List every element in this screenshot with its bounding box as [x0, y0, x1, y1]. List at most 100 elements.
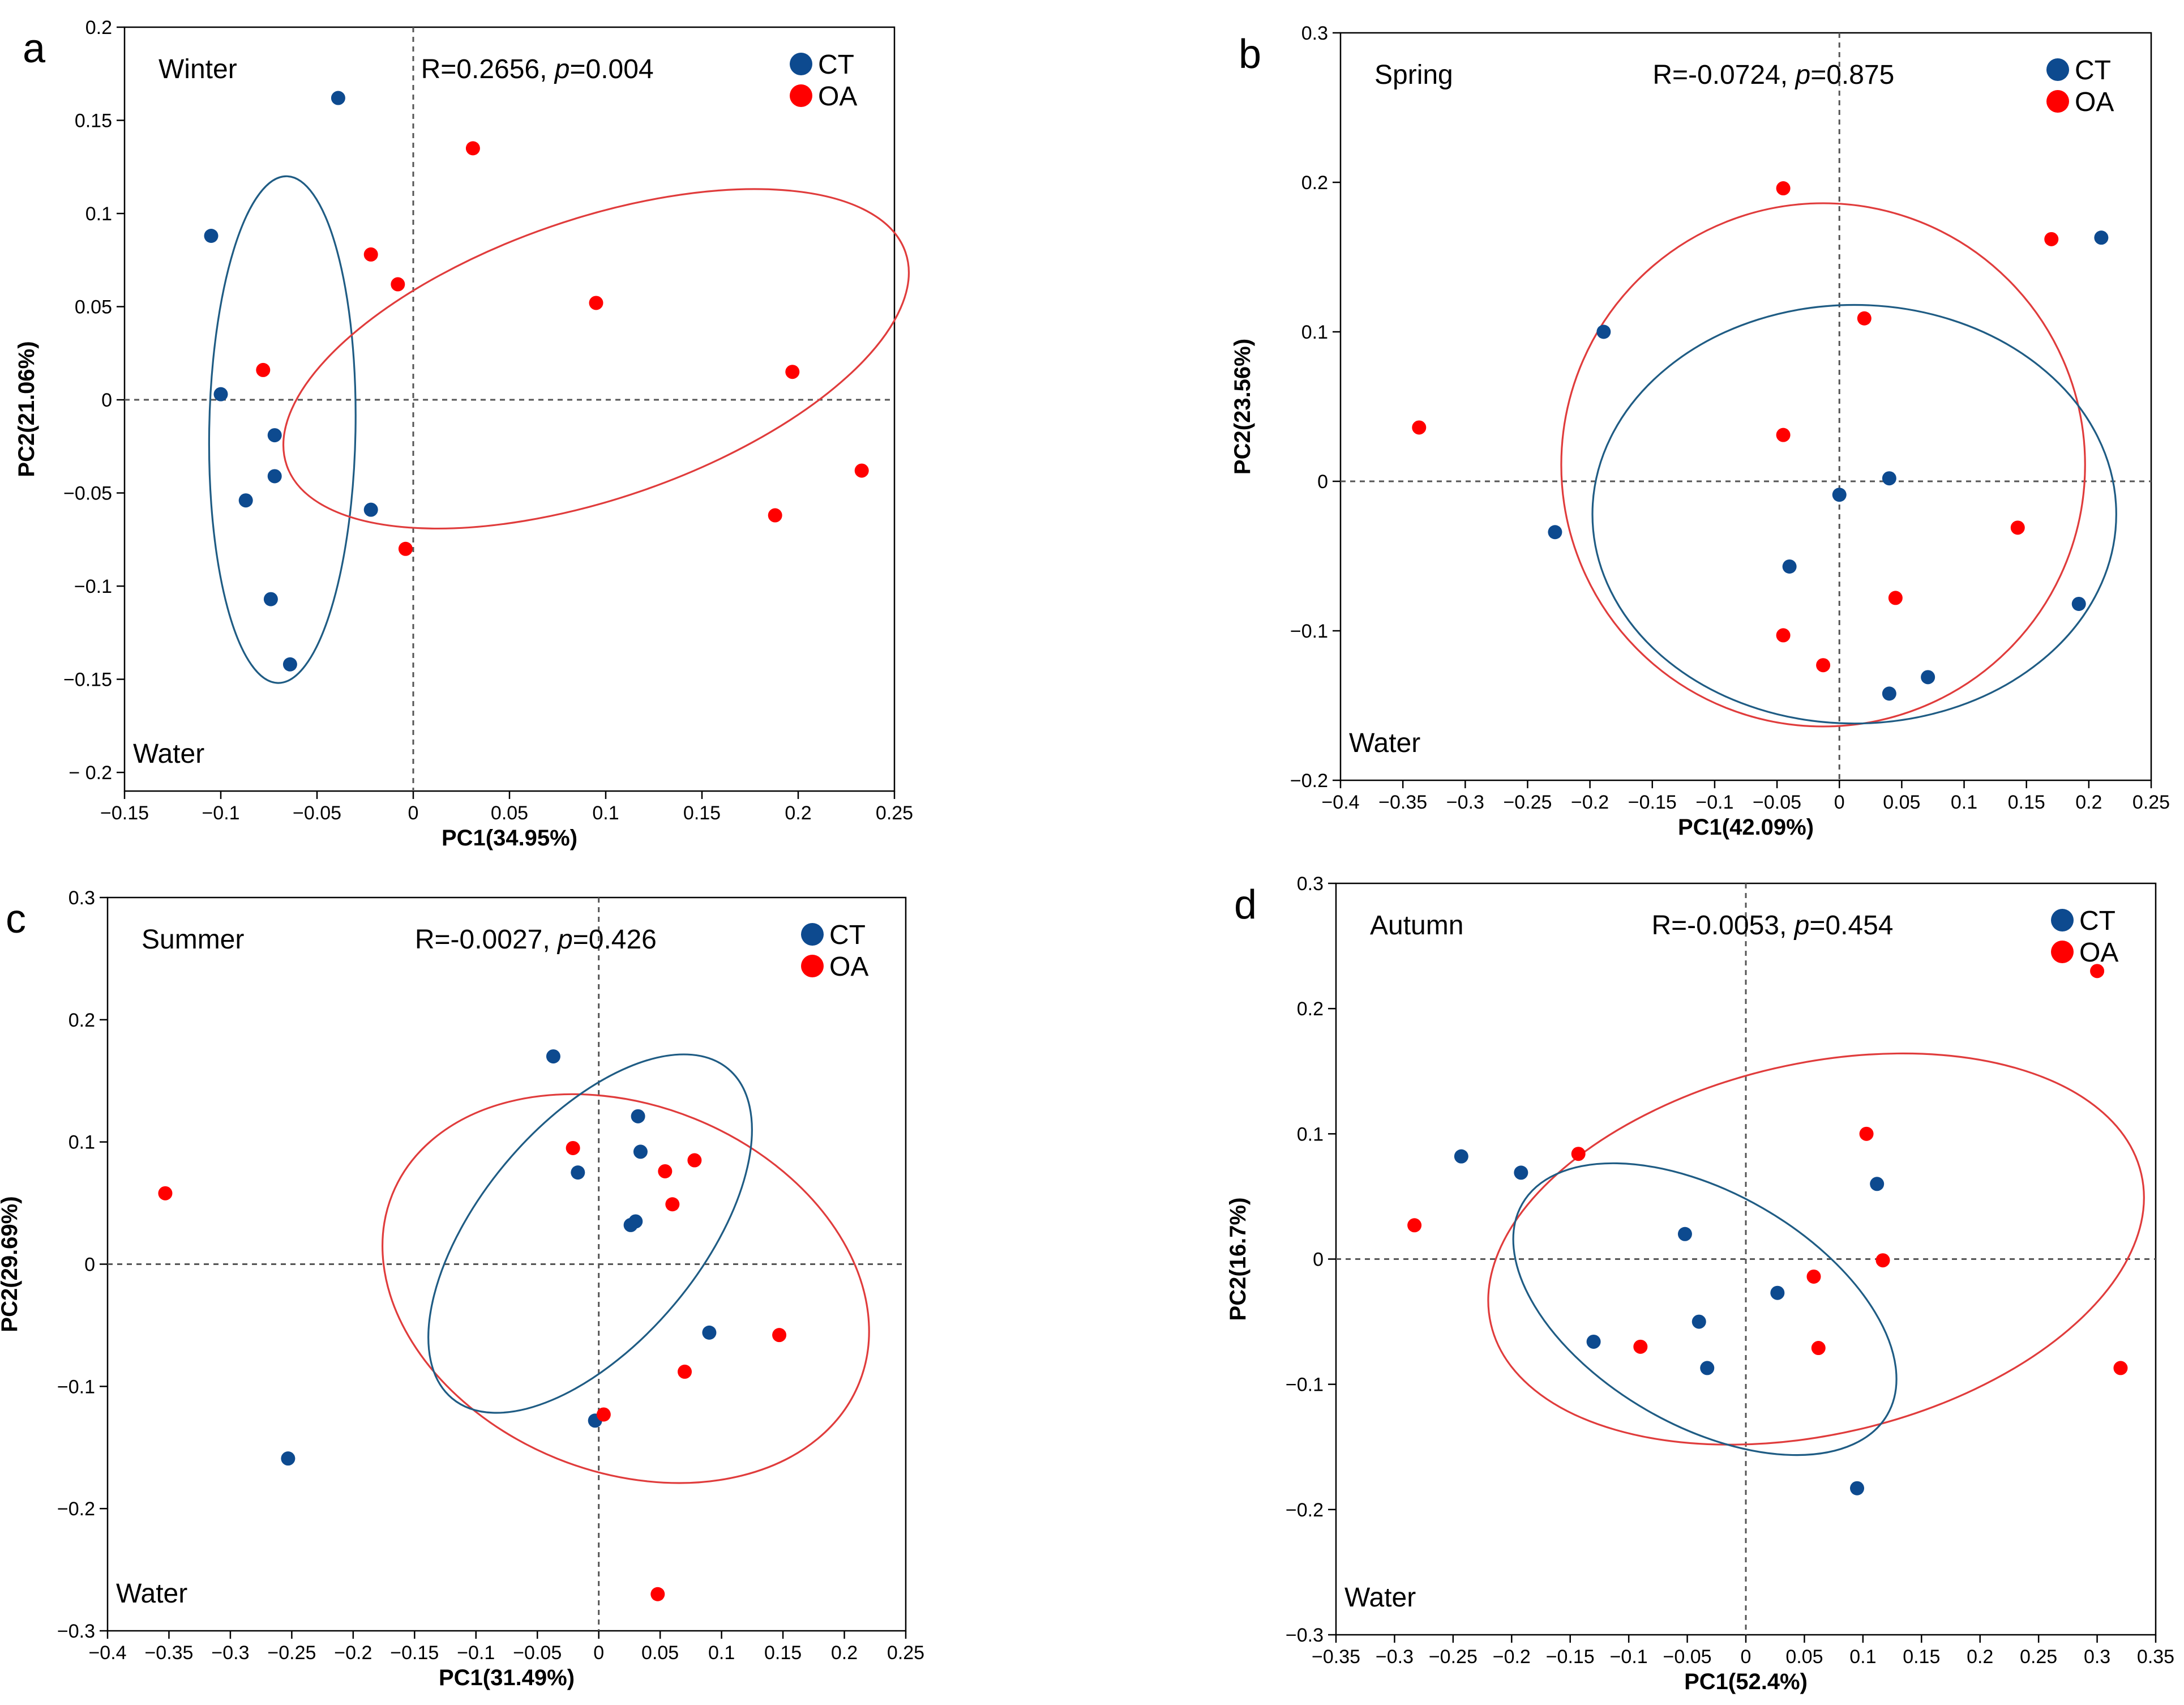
season-label: Spring — [1374, 60, 1453, 90]
stat-p-symbol: p — [1794, 60, 1810, 90]
x-tick-label: −0.25 — [267, 1642, 316, 1664]
point-oa — [785, 365, 800, 379]
point-ct — [1454, 1149, 1468, 1164]
point-ct — [263, 592, 278, 606]
legend-marker-oa — [790, 84, 812, 107]
x-axis-label: PC1(31.49%) — [439, 1665, 575, 1690]
legend-label-ct: CT — [2075, 55, 2111, 86]
y-tick-label: 0 — [101, 390, 112, 411]
ellipse-ct — [427, 1053, 753, 1414]
x-axis-label: PC1(34.95%) — [442, 826, 577, 851]
x-tick-label: 0.15 — [764, 1642, 802, 1664]
x-tick-label: −0.3 — [1376, 1646, 1414, 1668]
legend-marker-oa — [2051, 941, 2074, 963]
point-oa — [1412, 420, 1427, 435]
point-ct — [2071, 596, 2086, 611]
point-ct — [1700, 1361, 1715, 1375]
x-tick-label: 0.15 — [1903, 1646, 1940, 1668]
point-ct — [1677, 1227, 1692, 1241]
point-oa — [1816, 658, 1831, 673]
x-tick-label: −0.3 — [1446, 792, 1484, 813]
x-tick-label: 0.35 — [2137, 1646, 2174, 1668]
x-tick-label: −0.1 — [1610, 1646, 1648, 1668]
x-tick-label: −0.15 — [100, 802, 149, 824]
x-tick-label: −0.25 — [1429, 1646, 1478, 1668]
point-oa — [589, 296, 603, 310]
ellipse-ct — [1512, 1162, 1898, 1456]
y-axis-label: PC2(21.06%) — [14, 341, 39, 477]
stat-label: R=-0.0027, p=0.426 — [415, 925, 657, 955]
panel-a: −0.15 −0.1 −0.05 0 0.05 0.1 0.15 0.2 0.25 − 0.2 −0… — [14, 17, 913, 851]
legend-label-ct: CT — [818, 50, 854, 80]
y-tick-label: 0.2 — [1301, 172, 1328, 194]
y-tick-label: 0.05 — [75, 297, 112, 318]
ellipse-oa — [1487, 1052, 2145, 1446]
point-oa — [687, 1153, 702, 1168]
point-oa — [658, 1164, 673, 1178]
point-oa — [678, 1364, 692, 1379]
point-ct — [282, 657, 297, 672]
y-tick-label: −0.15 — [63, 669, 112, 691]
x-tick-label: −0.4 — [1321, 792, 1359, 813]
y-tick-label: − 0.2 — [68, 762, 112, 784]
point-ct — [1832, 488, 1847, 502]
stat-p-value: =0.426 — [573, 925, 657, 955]
x-tick-label: 0 — [593, 1642, 604, 1664]
y-tick-label: 0.2 — [1297, 998, 1324, 1020]
x-tick-label: 0.3 — [2084, 1646, 2110, 1668]
x-tick-label: −0.2 — [1571, 792, 1609, 813]
ellipse-oa — [282, 188, 910, 530]
water-label: Water — [133, 739, 204, 769]
point-ct — [1921, 670, 1935, 685]
ellipse-ct — [208, 175, 357, 684]
point-oa — [596, 1407, 611, 1422]
y-tick-label: −0.2 — [1286, 1499, 1324, 1521]
panel-b: −0.4 −0.35 −0.3 −0.25 −0.2 −0.15 −0.1 −0.05 0 0.0… — [1230, 23, 2170, 840]
point-ct — [1770, 1285, 1785, 1300]
season-label: Summer — [142, 925, 244, 955]
y-tick-label: −0.1 — [57, 1376, 95, 1398]
point-oa — [2010, 520, 2025, 535]
y-tick-label: −0.05 — [63, 483, 112, 505]
y-tick-label: 0.15 — [75, 110, 112, 132]
point-oa — [2090, 964, 2105, 978]
point-oa — [566, 1140, 580, 1155]
point-oa — [1811, 1341, 1826, 1356]
legend-marker-ct — [2051, 909, 2074, 931]
x-tick-label: 0.25 — [887, 1642, 924, 1664]
panel-letter: a — [23, 26, 46, 71]
x-tick-label: 0 — [1741, 1646, 1752, 1668]
x-tick-label: −0.2 — [1493, 1646, 1531, 1668]
panel-d: −0.35 −0.3 −0.25 −0.2 −0.15 −0.1 −0.05 0 0.05 0.1… — [1226, 873, 2174, 1694]
point-oa — [391, 277, 405, 292]
x-tick-label: 0.2 — [831, 1642, 858, 1664]
stat-r-value: R=-0.0027, — [415, 925, 558, 955]
point-ct — [1514, 1165, 1528, 1180]
point-oa — [398, 541, 413, 556]
x-tick-label: 0.05 — [641, 1642, 679, 1664]
x-tick-label: 0.2 — [2075, 792, 2102, 813]
point-oa — [363, 247, 378, 262]
stat-p-value: =0.004 — [569, 54, 653, 84]
point-oa — [1806, 1269, 1821, 1284]
legend-label-ct: CT — [2079, 906, 2116, 936]
x-tick-label: 0.1 — [592, 802, 619, 824]
x-axis-label: PC1(42.09%) — [1678, 815, 1814, 840]
plot-frame — [1339, 32, 2152, 781]
x-tick-label: −0.05 — [513, 1642, 562, 1664]
x-tick-label: 0.15 — [2008, 792, 2045, 813]
point-ct — [363, 502, 378, 517]
point-oa — [854, 463, 869, 478]
x-tick-label: −0.35 — [144, 1642, 193, 1664]
point-oa — [1875, 1253, 1890, 1268]
season-label: Autumn — [1370, 911, 1463, 941]
point-ct — [213, 387, 228, 401]
x-tick-label: −0.2 — [334, 1642, 372, 1664]
legend-marker-ct — [801, 923, 824, 946]
point-ct — [204, 229, 219, 243]
x-tick-label: −0.35 — [1312, 1646, 1360, 1668]
x-tick-label: −0.15 — [1628, 792, 1677, 813]
legend-label-oa: OA — [2079, 938, 2118, 968]
point-ct — [1596, 324, 1611, 339]
